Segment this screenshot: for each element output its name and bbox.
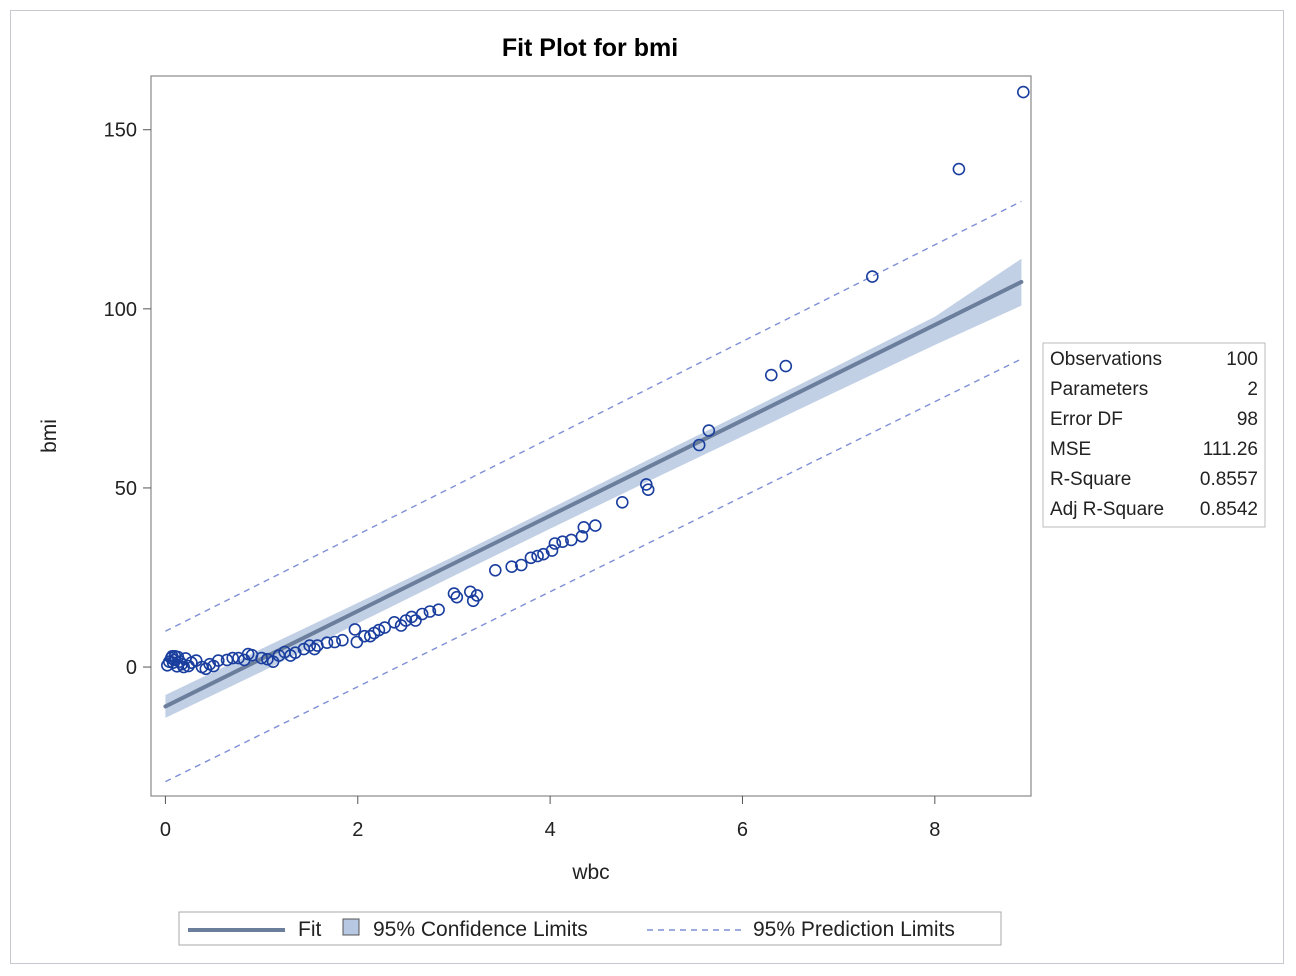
confidence-band-layer bbox=[165, 258, 1022, 718]
prediction-upper-line bbox=[165, 200, 1022, 632]
stats-label: Parameters bbox=[1050, 379, 1148, 400]
data-point bbox=[575, 529, 589, 543]
y-axis-label: bmi bbox=[38, 419, 61, 453]
stats-label: Observations bbox=[1050, 349, 1162, 370]
data-point bbox=[423, 605, 437, 618]
data-point bbox=[764, 368, 778, 382]
data-point bbox=[639, 478, 653, 491]
plot-area-frame bbox=[150, 75, 1032, 797]
data-point bbox=[378, 621, 392, 634]
legend-prediction-label: 95% Prediction Limits bbox=[753, 918, 955, 941]
stats-box-frame bbox=[1042, 342, 1266, 528]
stats-value: 0.8542 bbox=[1200, 499, 1258, 520]
stats-label: R-Square bbox=[1050, 469, 1131, 490]
data-point bbox=[372, 623, 386, 637]
data-point bbox=[463, 585, 477, 599]
stats-value: 98 bbox=[1237, 409, 1258, 430]
y-axis: 0 50 100 150 bbox=[104, 120, 151, 679]
stats-label: Error DF bbox=[1050, 409, 1123, 430]
data-point bbox=[779, 359, 793, 373]
data-point bbox=[328, 635, 342, 649]
x-tick-label: 2 bbox=[352, 819, 363, 841]
legend-frame bbox=[178, 911, 1002, 946]
data-point bbox=[261, 652, 274, 666]
data-point bbox=[415, 607, 429, 621]
stats-value: 2 bbox=[1247, 379, 1258, 400]
data-point bbox=[514, 558, 528, 572]
stats-value: 0.8557 bbox=[1200, 469, 1258, 490]
stats-label: Adj R-Square bbox=[1050, 499, 1164, 520]
data-point bbox=[702, 424, 716, 437]
data-point bbox=[692, 438, 706, 452]
data-point bbox=[450, 590, 464, 604]
data-point bbox=[320, 636, 334, 650]
data-point bbox=[545, 544, 559, 557]
x-tick-label: 4 bbox=[545, 819, 556, 841]
data-point bbox=[447, 587, 461, 600]
data-point bbox=[212, 654, 225, 667]
data-point bbox=[348, 623, 362, 636]
data-point bbox=[548, 537, 562, 550]
data-point bbox=[470, 589, 484, 602]
data-point bbox=[615, 495, 629, 509]
data-point bbox=[588, 519, 602, 532]
x-tick-label: 6 bbox=[737, 819, 748, 841]
stats-label: MSE bbox=[1050, 439, 1091, 460]
stats-value: 100 bbox=[1226, 349, 1258, 370]
data-points-layer bbox=[161, 85, 1030, 676]
y-tick-label: 0 bbox=[126, 657, 137, 679]
data-point bbox=[524, 551, 538, 565]
y-tick-label: 50 bbox=[115, 478, 137, 500]
prediction-limits-layer bbox=[165, 200, 1022, 783]
data-point bbox=[226, 651, 239, 665]
x-tick-label: 0 bbox=[160, 819, 171, 841]
stats-value: 111.26 bbox=[1203, 439, 1258, 460]
data-point bbox=[363, 629, 377, 643]
legend-fit-label: Fit bbox=[298, 918, 321, 941]
fit-line-layer bbox=[163, 279, 1024, 709]
confidence-band bbox=[165, 258, 1022, 718]
data-point bbox=[865, 270, 879, 283]
y-tick-label: 100 bbox=[104, 299, 137, 321]
fit-line bbox=[163, 279, 1024, 709]
legend: Fit 95% Confidence Limits 95% Prediction… bbox=[178, 911, 1002, 946]
data-point bbox=[432, 603, 445, 617]
stats-box: Observations 100 Parameters 2 Error DF 98 MSE 1… bbox=[1042, 342, 1266, 528]
data-point bbox=[387, 615, 401, 629]
prediction-lower-line bbox=[165, 358, 1022, 783]
x-axis: 0 2 4 6 8 bbox=[160, 796, 940, 841]
data-point bbox=[488, 563, 502, 577]
data-point bbox=[641, 483, 655, 497]
chart-title: Fit Plot for bmi bbox=[502, 34, 678, 62]
data-point bbox=[350, 635, 364, 649]
legend-confidence-swatch bbox=[342, 918, 360, 936]
data-point bbox=[255, 651, 268, 665]
data-point bbox=[308, 642, 321, 656]
legend-confidence-label: 95% Confidence Limits bbox=[373, 918, 588, 941]
data-point bbox=[952, 162, 966, 176]
data-point bbox=[531, 549, 544, 563]
data-point bbox=[336, 633, 349, 647]
x-axis-label: wbc bbox=[571, 861, 609, 884]
data-point bbox=[1016, 85, 1030, 99]
data-point bbox=[409, 614, 422, 627]
x-tick-label: 8 bbox=[929, 819, 940, 841]
data-point bbox=[556, 535, 569, 549]
y-tick-label: 150 bbox=[104, 120, 137, 142]
data-point bbox=[505, 560, 519, 574]
